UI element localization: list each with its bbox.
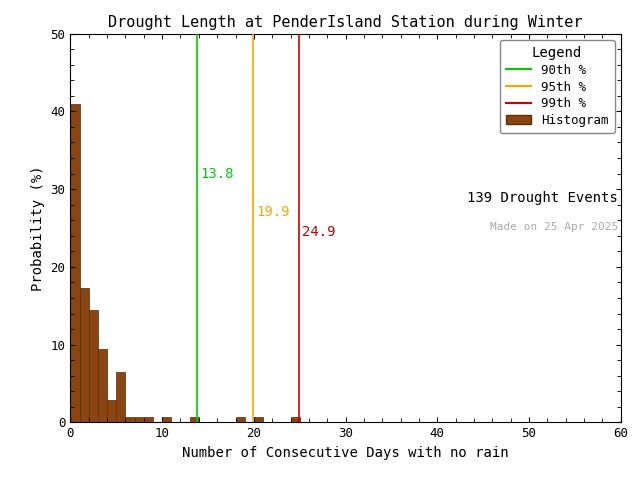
Bar bbox=[125, 417, 134, 422]
Bar bbox=[107, 400, 116, 422]
Text: 139 Drought Events: 139 Drought Events bbox=[467, 191, 618, 205]
X-axis label: Number of Consecutive Days with no rain: Number of Consecutive Days with no rain bbox=[182, 446, 509, 460]
Bar bbox=[236, 417, 244, 422]
Bar bbox=[254, 417, 263, 422]
Bar bbox=[116, 372, 125, 422]
Text: Made on 25 Apr 2025: Made on 25 Apr 2025 bbox=[490, 222, 618, 232]
Bar bbox=[70, 104, 79, 422]
Title: Drought Length at PenderIsland Station during Winter: Drought Length at PenderIsland Station d… bbox=[108, 15, 583, 30]
Bar bbox=[162, 417, 172, 422]
Text: 13.8: 13.8 bbox=[201, 167, 234, 180]
Y-axis label: Probability (%): Probability (%) bbox=[31, 165, 45, 291]
Text: 19.9: 19.9 bbox=[257, 205, 290, 219]
Legend: 90th %, 95th %, 99th %, Histogram: 90th %, 95th %, 99th %, Histogram bbox=[500, 40, 614, 133]
Bar bbox=[134, 417, 144, 422]
Bar bbox=[89, 311, 98, 422]
Text: 24.9: 24.9 bbox=[303, 225, 336, 239]
Bar bbox=[79, 288, 89, 422]
Bar bbox=[144, 417, 153, 422]
Bar bbox=[98, 349, 107, 422]
Bar bbox=[189, 417, 199, 422]
Bar bbox=[291, 417, 300, 422]
